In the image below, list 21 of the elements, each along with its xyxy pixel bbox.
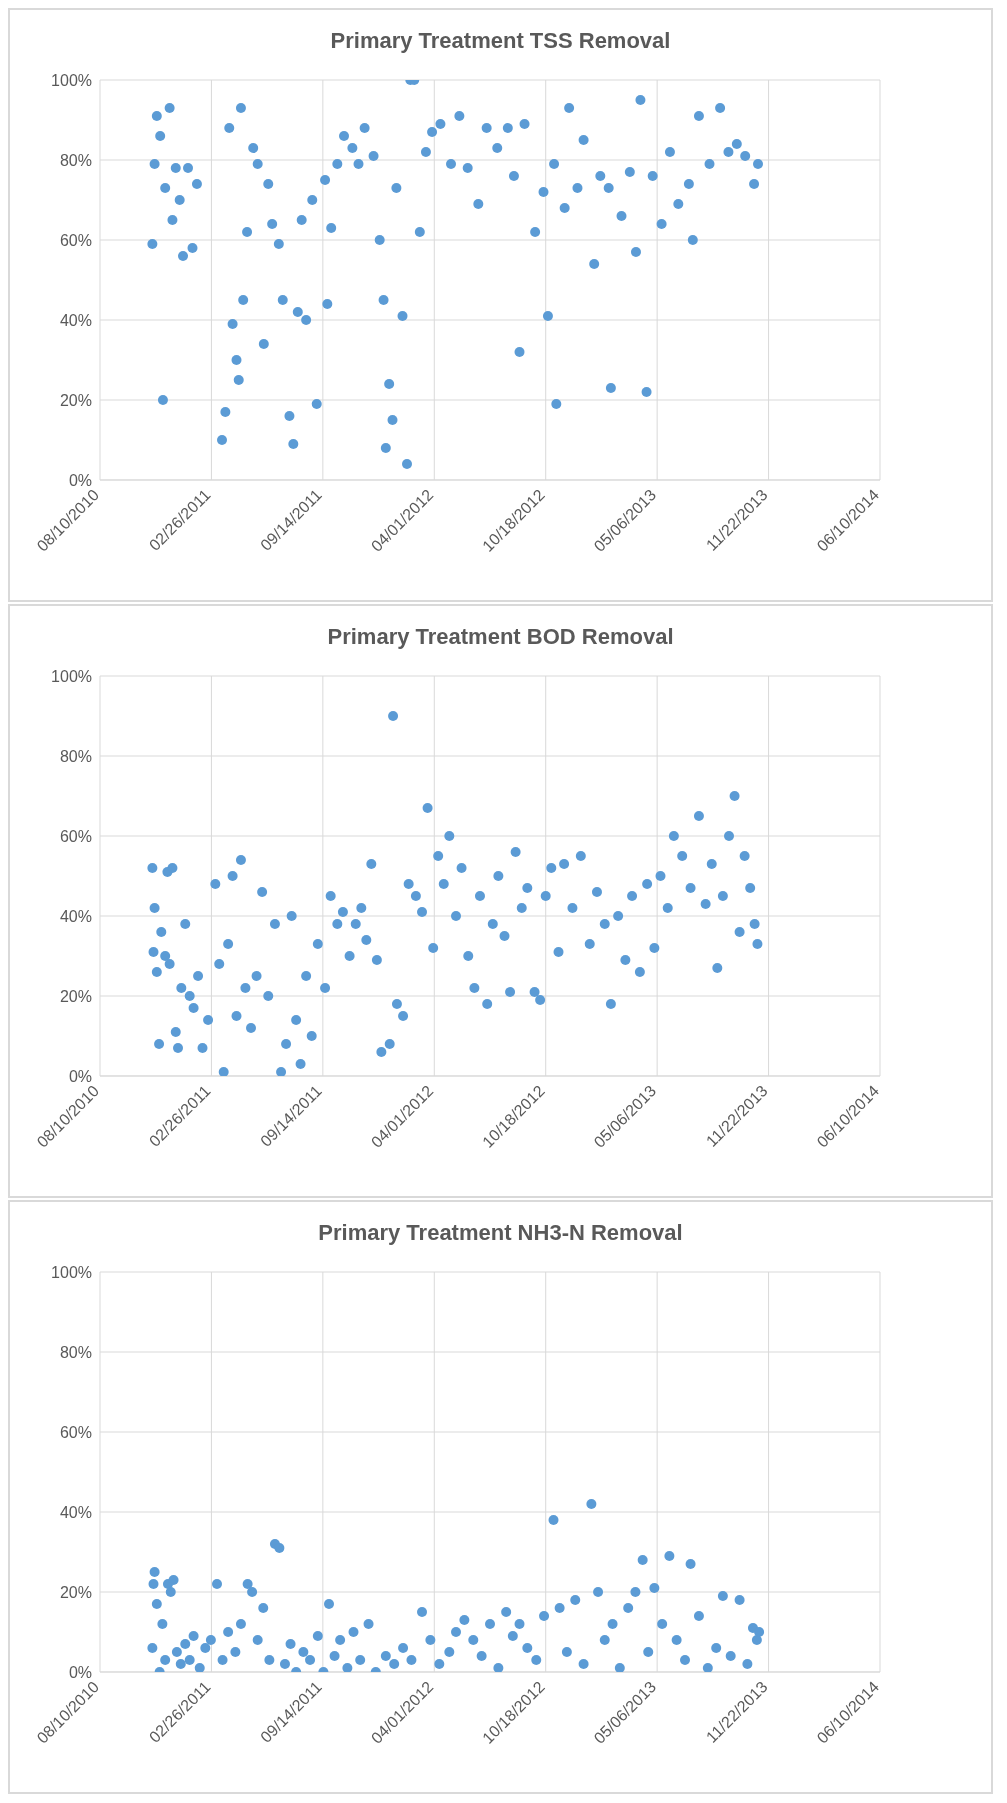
y-tick-label: 100% (51, 667, 92, 685)
chart-title: Primary Treatment BOD Removal (326, 623, 675, 651)
chart-title: Primary Treatment TSS Removal (329, 27, 672, 55)
y-tick-label: 60% (59, 231, 92, 249)
y-tick-label: 20% (59, 987, 92, 1005)
y-tick-label: 20% (59, 391, 92, 409)
y-tick-label: 0% (68, 1067, 92, 1085)
y-tick-label: 40% (59, 907, 92, 925)
y-tick-label: 60% (59, 827, 92, 845)
y-tick-label: 0% (68, 1663, 92, 1681)
y-tick-label: 60% (59, 1423, 92, 1441)
y-tick-label: 40% (59, 1503, 92, 1521)
chart-title: Primary Treatment NH3-N Removal (317, 1219, 684, 1247)
y-tick-label: 100% (51, 71, 92, 89)
y-tick-label: 80% (59, 151, 92, 169)
y-tick-label: 80% (59, 747, 92, 765)
y-tick-label: 0% (68, 471, 92, 489)
y-tick-label: 100% (51, 1263, 92, 1281)
y-tick-label: 80% (59, 1343, 92, 1361)
y-tick-label: 40% (59, 311, 92, 329)
y-tick-label: 20% (59, 1583, 92, 1601)
